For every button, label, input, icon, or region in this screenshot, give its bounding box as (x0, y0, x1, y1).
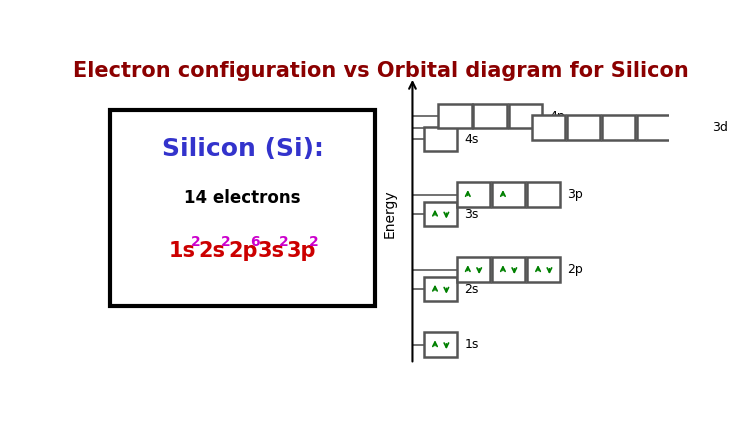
Text: 2: 2 (308, 234, 318, 248)
Text: Energy: Energy (383, 190, 397, 238)
Bar (637, 115, 670, 140)
Text: 1s: 1s (464, 338, 478, 351)
Bar (438, 104, 472, 128)
Bar (473, 104, 507, 128)
Bar (492, 257, 525, 282)
Bar (532, 115, 565, 140)
Text: 14 electrons: 14 electrons (184, 189, 301, 207)
Text: 4p: 4p (549, 110, 565, 123)
Text: Electron configuration vs Orbital diagram for Silicon: Electron configuration vs Orbital diagra… (73, 61, 689, 81)
Text: 3d: 3d (713, 121, 728, 134)
Bar (110, 110, 375, 306)
Bar (567, 115, 600, 140)
Bar (424, 277, 458, 301)
Text: 2: 2 (279, 234, 289, 248)
Text: 6: 6 (250, 234, 259, 248)
Text: 3p: 3p (568, 188, 583, 201)
Text: 2p: 2p (568, 263, 583, 276)
Text: 2: 2 (221, 234, 230, 248)
Bar (672, 115, 706, 140)
Text: 2s: 2s (198, 241, 226, 261)
Bar (457, 182, 490, 207)
Bar (457, 257, 490, 282)
Text: 3p: 3p (287, 241, 316, 261)
Bar (527, 182, 560, 207)
Text: 3s: 3s (257, 241, 285, 261)
Bar (509, 104, 542, 128)
Text: 2: 2 (191, 234, 201, 248)
Text: 1s: 1s (169, 241, 196, 261)
Bar (424, 202, 458, 226)
Text: 2s: 2s (464, 283, 478, 296)
Bar (424, 127, 458, 151)
Text: 4s: 4s (464, 133, 478, 145)
Bar (492, 182, 525, 207)
Bar (527, 257, 560, 282)
Text: 2p: 2p (228, 241, 257, 261)
Bar (602, 115, 635, 140)
Text: 3s: 3s (464, 208, 478, 220)
Bar (424, 332, 458, 357)
Text: Silicon (Si):: Silicon (Si): (162, 137, 323, 161)
